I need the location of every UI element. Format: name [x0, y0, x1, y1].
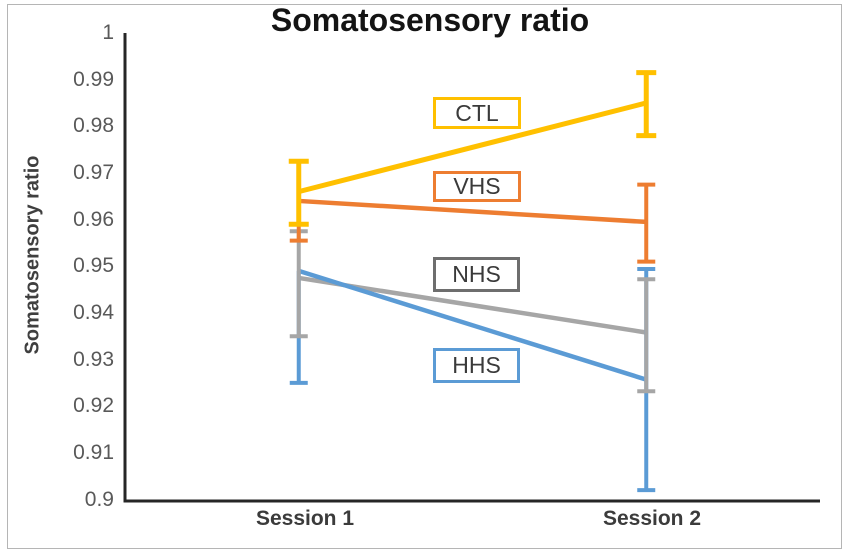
y-tick-label: 0.95: [73, 254, 114, 278]
y-tick-label: 1: [102, 21, 114, 44]
x-axis-label-session-1: Session 1: [255, 507, 355, 530]
series-label-nhs: NHS: [433, 257, 520, 292]
y-tick-label: 0.94: [73, 300, 114, 324]
chart-title: Somatosensory ratio: [270, 2, 590, 38]
y-tick-label: 0.91: [73, 440, 114, 464]
y-tick-label: 0.98: [73, 114, 114, 138]
y-tick-label: 0.93: [73, 347, 114, 371]
y-tick-label: 0.9: [84, 487, 114, 511]
series-line-hhs: [298, 268, 647, 382]
y-tick-label: 0.99: [73, 67, 114, 91]
error-bar-ctl: [288, 158, 309, 227]
y-axis-tick-labels: 1 0.99 0.98 0.97 0.96 0.95 0.94 0.93 0.92 0.91 0.9: [0, 0, 114, 554]
y-tick-label: 0.92: [73, 394, 114, 418]
series-line-ctl: [298, 100, 647, 195]
y-tick-label: 0.97: [73, 160, 114, 184]
series-label-ctl: CTL: [433, 97, 521, 129]
series-label-hhs: HHS: [433, 348, 520, 383]
y-tick-label: 0.96: [73, 207, 114, 231]
error-bar-vhs: [637, 182, 656, 264]
error-bar-ctl: [636, 70, 657, 139]
error-bar-nhs: [289, 229, 308, 339]
error-bar-nhs: [637, 277, 656, 394]
x-axis-label-session-2: Session 2: [602, 507, 702, 530]
series-label-vhs: VHS: [433, 171, 521, 202]
series-line-vhs: [298, 198, 647, 225]
